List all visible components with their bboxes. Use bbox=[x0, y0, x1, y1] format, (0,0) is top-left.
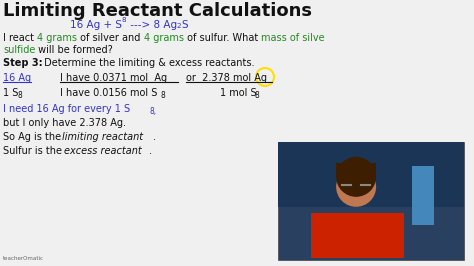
Text: So Ag is the: So Ag is the bbox=[3, 132, 64, 142]
Text: but I only have 2.378 Ag.: but I only have 2.378 Ag. bbox=[3, 118, 126, 128]
Text: mass of silve: mass of silve bbox=[261, 33, 325, 43]
FancyBboxPatch shape bbox=[412, 166, 434, 225]
FancyBboxPatch shape bbox=[278, 142, 464, 207]
Text: 8,: 8, bbox=[150, 107, 157, 116]
Text: 4 grams: 4 grams bbox=[37, 33, 77, 43]
Text: .: . bbox=[153, 132, 156, 142]
Text: I react: I react bbox=[3, 33, 37, 43]
Text: 8: 8 bbox=[18, 91, 23, 100]
Text: limiting reactant: limiting reactant bbox=[62, 132, 143, 142]
Text: excess reactant: excess reactant bbox=[64, 146, 142, 156]
Text: I need 16 Ag for every 1 S: I need 16 Ag for every 1 S bbox=[3, 104, 130, 114]
Text: of silver and: of silver and bbox=[77, 33, 144, 43]
Text: 2: 2 bbox=[177, 23, 182, 29]
Text: of sulfur. What: of sulfur. What bbox=[183, 33, 261, 43]
Text: 16 Ag + S: 16 Ag + S bbox=[70, 20, 122, 30]
FancyBboxPatch shape bbox=[278, 142, 464, 260]
Text: ---> 8 Ag: ---> 8 Ag bbox=[127, 20, 177, 30]
Text: 16 Ag: 16 Ag bbox=[3, 73, 31, 83]
Text: I have 0.0371 mol  Ag: I have 0.0371 mol Ag bbox=[60, 73, 167, 83]
Text: will be formed?: will be formed? bbox=[36, 45, 113, 55]
Text: Determine the limiting & excess reactants.: Determine the limiting & excess reactant… bbox=[41, 58, 255, 68]
Text: 8: 8 bbox=[255, 91, 260, 100]
Text: 8: 8 bbox=[122, 17, 127, 23]
Text: S: S bbox=[182, 20, 188, 30]
Text: sulfide: sulfide bbox=[3, 45, 36, 55]
Text: 1 mol S: 1 mol S bbox=[220, 88, 256, 98]
Text: or  2.378 mol Ag: or 2.378 mol Ag bbox=[186, 73, 267, 83]
Text: 8: 8 bbox=[161, 91, 166, 100]
Text: Limiting Reactant Calculations: Limiting Reactant Calculations bbox=[3, 2, 312, 20]
Circle shape bbox=[336, 157, 376, 197]
Text: Step 3:: Step 3: bbox=[3, 58, 43, 68]
Text: I have 0.0156 mol S: I have 0.0156 mol S bbox=[60, 88, 157, 98]
Text: 1 S: 1 S bbox=[3, 88, 18, 98]
Text: Sulfur is the: Sulfur is the bbox=[3, 146, 65, 156]
FancyBboxPatch shape bbox=[311, 213, 404, 258]
Circle shape bbox=[336, 167, 376, 207]
Text: 4 grams: 4 grams bbox=[144, 33, 183, 43]
Text: teacherOmatic: teacherOmatic bbox=[3, 256, 44, 261]
FancyBboxPatch shape bbox=[336, 163, 376, 177]
Text: .: . bbox=[149, 146, 152, 156]
